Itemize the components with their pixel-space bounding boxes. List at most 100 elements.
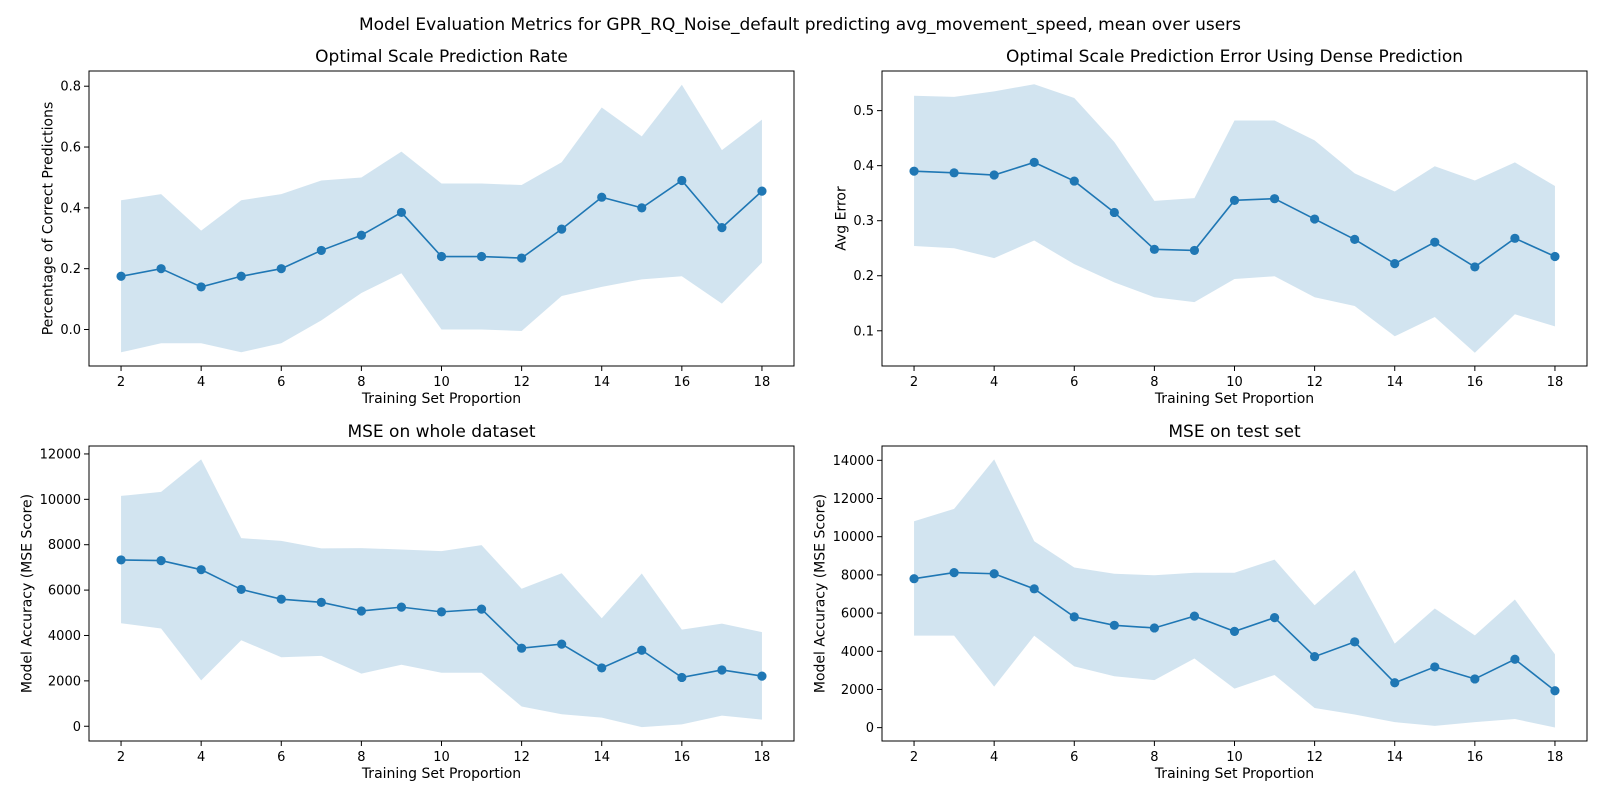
- data-point: [517, 643, 527, 653]
- y-tick-label: 2000: [48, 674, 81, 689]
- y-tick-label: 0.0: [60, 323, 81, 338]
- y-tick-label: 0: [866, 721, 874, 736]
- data-point: [1229, 626, 1240, 637]
- x-tick-label: 6: [277, 750, 285, 765]
- figure-title: Model Evaluation Metrics for GPR_RQ_Nois…: [359, 15, 1241, 35]
- data-point: [1350, 234, 1360, 245]
- y-tick-label: 6000: [48, 584, 81, 599]
- data-point: [677, 175, 687, 186]
- x-tick-label: 4: [990, 750, 998, 765]
- data-point: [1149, 623, 1159, 633]
- y-axis-label: Avg Error: [833, 186, 849, 251]
- y-tick-label: 0.1: [853, 324, 874, 339]
- data-point: [637, 203, 647, 213]
- data-point: [677, 672, 687, 683]
- confidence-band: [914, 84, 1555, 353]
- data-point: [557, 639, 567, 649]
- data-point: [909, 574, 919, 584]
- x-tick-label: 18: [754, 750, 771, 765]
- data-point: [116, 555, 126, 565]
- data-point: [1430, 662, 1440, 672]
- y-tick-label: 6000: [841, 607, 874, 622]
- data-point: [316, 597, 326, 607]
- data-point: [989, 569, 999, 579]
- y-tick-label: 0.5: [853, 104, 874, 119]
- x-tick-label: 10: [433, 750, 450, 765]
- x-tick-label: 14: [1386, 750, 1403, 765]
- data-point: [597, 663, 607, 673]
- subplot-title: MSE on whole dataset: [347, 422, 535, 442]
- data-point: [1069, 612, 1079, 622]
- x-tick-label: 2: [910, 750, 918, 765]
- y-tick-label: 12000: [833, 492, 874, 507]
- x-tick-label: 10: [433, 375, 450, 390]
- data-point: [717, 223, 727, 233]
- data-point: [989, 170, 999, 180]
- y-tick-label: 14000: [833, 454, 874, 469]
- x-tick-label: 6: [1070, 750, 1078, 765]
- x-tick-label: 6: [277, 375, 285, 390]
- x-tick-label: 6: [1070, 375, 1078, 390]
- data-point: [356, 230, 366, 240]
- data-point: [1269, 613, 1280, 623]
- x-tick-label: 18: [1547, 750, 1564, 765]
- x-tick-label: 4: [197, 750, 205, 765]
- subplot-4: 2 4 6 8 10 12 14 16 18 0 2000 4000 6000 8000 10000 1200…: [813, 422, 1588, 782]
- data-point: [949, 567, 959, 578]
- subplot-1: 2 4 6 8 10 12 14 16 18 0.0 0.2 0.4 0.6 0.8 Optimal Sca…: [40, 47, 795, 407]
- data-point: [396, 602, 407, 612]
- data-point: [156, 264, 166, 274]
- subplot-2: 2 4 6 8 10 12 14 16 18 0.1 0.2 0.3 0.4 0.5 Optimal Sca…: [833, 47, 1588, 407]
- plot-area: [882, 71, 1587, 366]
- y-tick-label: 4000: [48, 629, 81, 644]
- data-point: [316, 245, 326, 256]
- data-point: [1109, 620, 1119, 630]
- data-point: [1189, 611, 1200, 621]
- data-point: [1310, 652, 1320, 662]
- y-tick-label: 0.8: [60, 80, 81, 95]
- x-tick-label: 2: [910, 375, 918, 390]
- x-tick-label: 10: [1226, 750, 1243, 765]
- data-point: [637, 645, 647, 655]
- x-axis-label: Training Set Proportion: [1154, 391, 1314, 407]
- x-tick-label: 14: [1386, 375, 1403, 390]
- data-point: [1229, 195, 1240, 205]
- data-point: [1149, 244, 1159, 254]
- data-point: [1269, 194, 1280, 204]
- x-tick-label: 2: [117, 375, 125, 390]
- y-tick-label: 0.3: [853, 214, 874, 229]
- data-point: [196, 282, 206, 292]
- data-point: [396, 207, 407, 218]
- plot-area: [89, 446, 794, 741]
- data-point: [949, 168, 959, 178]
- data-point: [276, 264, 286, 274]
- plot-area: [882, 446, 1587, 741]
- x-tick-label: 4: [990, 375, 998, 390]
- x-tick-label: 12: [513, 375, 530, 390]
- data-point: [436, 251, 447, 262]
- y-tick-label: 8000: [841, 568, 874, 583]
- plot-area: [89, 71, 794, 366]
- x-tick-label: 10: [1226, 375, 1243, 390]
- y-tick-label: 10000: [833, 530, 874, 545]
- data-point: [1550, 251, 1560, 262]
- y-tick-label: 0.2: [60, 262, 81, 277]
- data-point: [1550, 686, 1560, 696]
- x-tick-label: 16: [674, 375, 691, 390]
- data-point: [1470, 674, 1480, 684]
- data-point: [909, 166, 919, 176]
- y-tick-label: 12000: [40, 447, 81, 462]
- x-tick-label: 8: [357, 375, 365, 390]
- data-point: [1029, 584, 1039, 594]
- y-tick-label: 0.6: [60, 141, 81, 156]
- x-tick-label: 12: [1306, 750, 1323, 765]
- x-axis-label: Training Set Proportion: [361, 391, 521, 407]
- x-tick-label: 16: [1467, 375, 1484, 390]
- data-point: [236, 584, 246, 595]
- x-tick-label: 18: [1547, 375, 1564, 390]
- y-tick-label: 2000: [841, 683, 874, 698]
- x-tick-label: 8: [1150, 750, 1158, 765]
- subplot-title: MSE on test set: [1168, 422, 1301, 442]
- confidence-band: [121, 84, 762, 353]
